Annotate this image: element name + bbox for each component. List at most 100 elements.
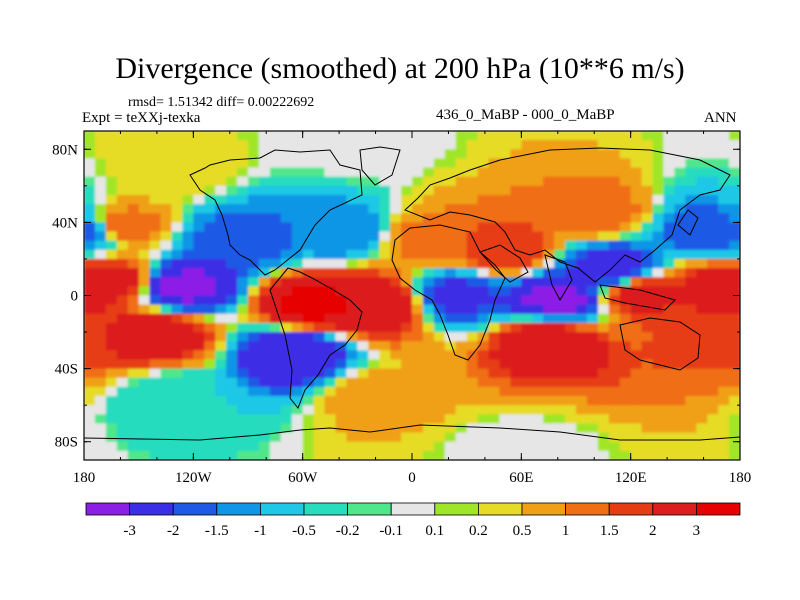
field-cell bbox=[390, 268, 402, 278]
field-cell bbox=[84, 432, 96, 443]
field-cell bbox=[291, 396, 304, 406]
field-cell bbox=[477, 313, 490, 324]
field-cell bbox=[379, 158, 391, 169]
field-cell bbox=[94, 441, 107, 452]
field-cell bbox=[258, 450, 271, 460]
field-cell bbox=[390, 386, 402, 397]
field-cell bbox=[138, 322, 151, 333]
field-cell bbox=[390, 286, 402, 297]
field-cell bbox=[729, 295, 740, 306]
field-cell bbox=[532, 322, 544, 333]
field-cell bbox=[160, 386, 173, 397]
field-cell bbox=[543, 295, 555, 306]
field-cell bbox=[422, 377, 435, 388]
field-cell bbox=[652, 322, 665, 333]
x-tick-label: 180 bbox=[729, 470, 752, 486]
field-cell bbox=[499, 295, 511, 306]
field-cell bbox=[171, 332, 183, 342]
field-cell bbox=[488, 295, 501, 306]
field-cell bbox=[510, 368, 522, 379]
field-cell bbox=[193, 140, 205, 150]
field-cell bbox=[346, 258, 358, 269]
field-cell bbox=[324, 414, 337, 425]
field-cell bbox=[215, 405, 227, 415]
field-cell bbox=[84, 213, 96, 223]
field-cell bbox=[248, 441, 260, 452]
field-cell bbox=[280, 185, 293, 196]
field-cell bbox=[204, 185, 216, 196]
field-cell bbox=[84, 405, 96, 415]
field-cell bbox=[248, 204, 260, 214]
field-cell bbox=[412, 432, 424, 443]
field-cell bbox=[630, 350, 643, 361]
field-cell bbox=[532, 295, 544, 306]
field-cell bbox=[641, 185, 654, 196]
field-cell bbox=[477, 277, 490, 287]
field-cell bbox=[357, 277, 369, 287]
field-cell bbox=[258, 423, 271, 434]
field-cell bbox=[565, 441, 577, 452]
field-cell bbox=[663, 441, 675, 452]
field-cell bbox=[171, 286, 183, 297]
field-cell bbox=[357, 185, 369, 196]
field-cell bbox=[510, 194, 522, 205]
divergence-field bbox=[84, 131, 740, 460]
field-cell bbox=[84, 423, 96, 434]
field-cell bbox=[532, 213, 544, 223]
field-cell bbox=[488, 213, 501, 223]
field-cell bbox=[488, 396, 501, 406]
field-cell bbox=[466, 249, 479, 260]
field-cell bbox=[368, 222, 380, 233]
field-cell bbox=[433, 396, 446, 406]
field-cell bbox=[324, 286, 337, 297]
field-cell bbox=[663, 295, 675, 306]
field-cell bbox=[182, 405, 194, 415]
field-cell bbox=[608, 405, 621, 415]
field-cell bbox=[674, 176, 686, 187]
field-cell bbox=[641, 386, 654, 397]
field-cell bbox=[401, 222, 413, 233]
field-cell bbox=[390, 368, 402, 379]
field-cell bbox=[105, 167, 118, 178]
field-cell bbox=[324, 322, 337, 333]
field-cell bbox=[608, 432, 621, 443]
field-cell bbox=[138, 176, 151, 187]
field-cell bbox=[182, 386, 194, 397]
field-cell bbox=[630, 277, 643, 287]
field-cell bbox=[280, 213, 293, 223]
field-cell bbox=[499, 140, 511, 150]
field-cell bbox=[707, 450, 719, 460]
field-cell bbox=[324, 268, 337, 278]
field-cell bbox=[84, 450, 96, 460]
field-cell bbox=[641, 304, 654, 315]
field-cell bbox=[335, 231, 347, 242]
field-cell bbox=[696, 441, 708, 452]
field-cell bbox=[412, 377, 424, 388]
field-cell bbox=[433, 450, 446, 460]
field-cell bbox=[302, 405, 315, 415]
field-cell bbox=[346, 176, 358, 187]
field-cell bbox=[412, 359, 424, 370]
field-cell bbox=[127, 204, 140, 214]
field-cell bbox=[248, 194, 260, 205]
field-cell bbox=[554, 377, 566, 388]
field-cell bbox=[368, 304, 380, 315]
field-cell bbox=[619, 313, 632, 324]
field-cell bbox=[171, 377, 183, 388]
field-cell bbox=[215, 450, 227, 460]
field-cell bbox=[390, 167, 402, 178]
field-cell bbox=[619, 295, 632, 306]
field-cell bbox=[433, 231, 446, 242]
field-cell bbox=[269, 295, 282, 306]
field-cell bbox=[455, 240, 468, 251]
field-cell bbox=[521, 131, 533, 141]
field-cell bbox=[171, 350, 183, 361]
field-cell bbox=[335, 258, 347, 269]
field-cell bbox=[707, 368, 719, 379]
field-cell bbox=[619, 423, 632, 434]
field-cell bbox=[368, 249, 380, 260]
field-cell bbox=[258, 204, 271, 214]
field-cell bbox=[313, 396, 326, 406]
field-cell bbox=[630, 405, 643, 415]
field-cell bbox=[663, 277, 675, 287]
